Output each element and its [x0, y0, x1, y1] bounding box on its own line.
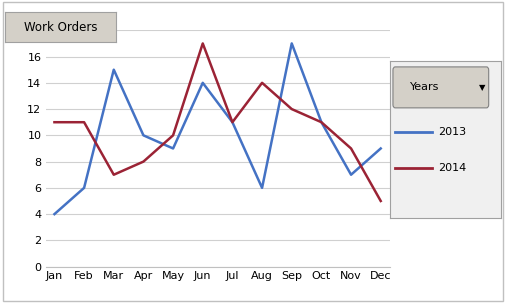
Line: 2013: 2013 — [55, 43, 380, 214]
2014 — [199, 42, 206, 45]
2014 — [140, 160, 146, 163]
2014 — [170, 134, 176, 137]
2013 — [111, 68, 117, 72]
2014 — [347, 147, 354, 150]
2013 — [318, 120, 324, 124]
2014 — [259, 81, 265, 85]
2014 — [229, 120, 235, 124]
2014 — [288, 107, 294, 111]
2013 — [81, 186, 87, 190]
2013 — [347, 173, 354, 177]
2014 — [52, 120, 58, 124]
2013 — [377, 147, 383, 150]
Text: ▼: ▼ — [478, 83, 484, 92]
2014 — [318, 120, 324, 124]
2013 — [259, 186, 265, 190]
2014 — [111, 173, 117, 177]
Text: Years: Years — [409, 82, 438, 92]
2013 — [140, 134, 146, 137]
2013 — [229, 120, 235, 124]
Text: 2014: 2014 — [438, 163, 466, 173]
Text: Work Orders: Work Orders — [24, 21, 97, 34]
2013 — [170, 147, 176, 150]
2013 — [52, 212, 58, 216]
2013 — [288, 42, 294, 45]
FancyBboxPatch shape — [392, 67, 488, 108]
Text: 2013: 2013 — [438, 126, 466, 137]
2013 — [199, 81, 206, 85]
Line: 2014: 2014 — [55, 43, 380, 201]
2014 — [377, 199, 383, 203]
2014 — [81, 120, 87, 124]
